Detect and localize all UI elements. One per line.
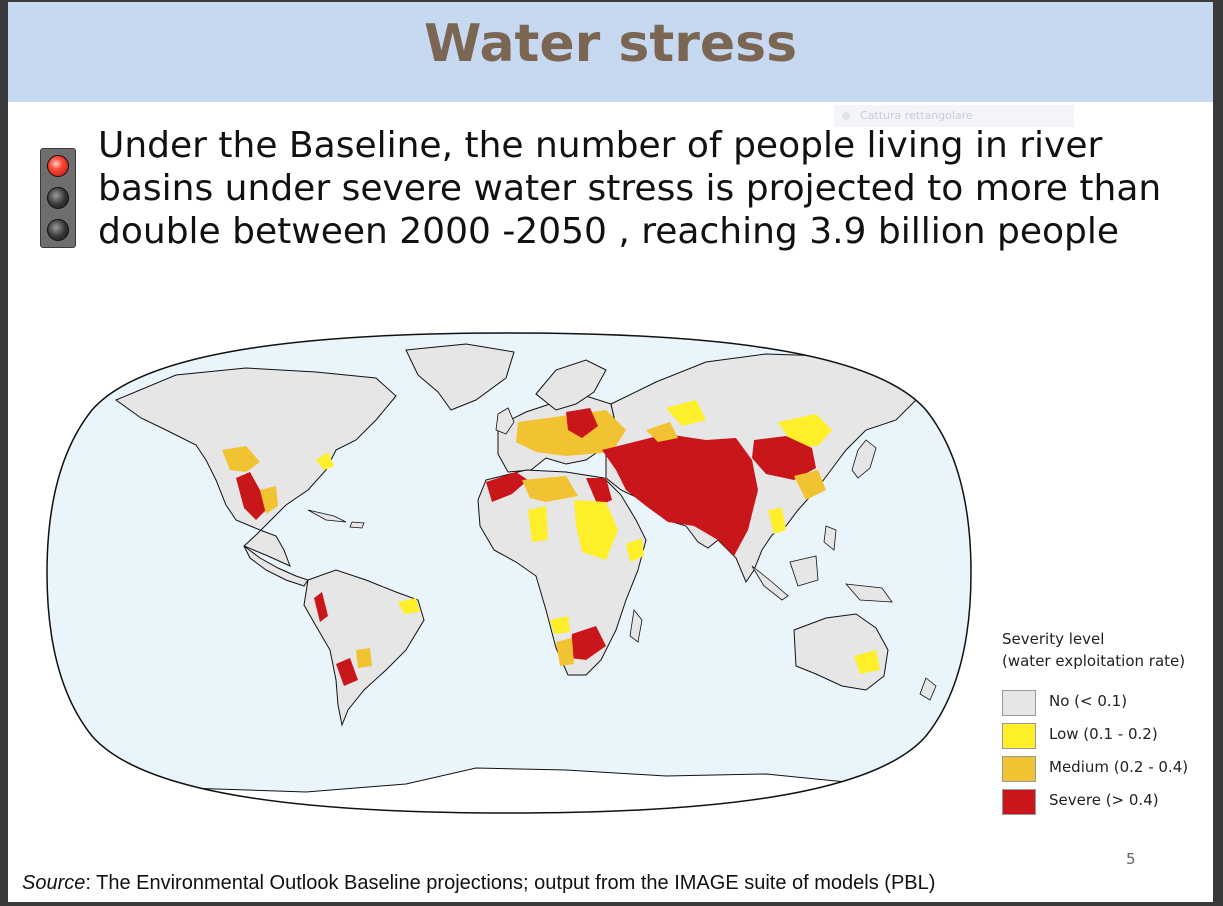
traffic-light-red-icon xyxy=(40,148,76,248)
stress-usa-east-low xyxy=(316,452,334,470)
cuba xyxy=(307,509,347,523)
stress-china-severe xyxy=(752,436,816,480)
central-america xyxy=(243,545,309,587)
slide: Water stress Cattura rettangolare Under … xyxy=(8,2,1213,902)
stress-south-africa-medium xyxy=(556,638,574,666)
stress-australia-low xyxy=(854,650,880,674)
stress-china-medium xyxy=(794,470,826,500)
stress-egypt-severe xyxy=(586,478,612,506)
stress-caspian-medium xyxy=(646,422,678,442)
title-bar: Water stress xyxy=(8,2,1213,102)
north-america xyxy=(114,367,397,567)
stress-europe-severe xyxy=(566,408,598,438)
legend-swatch-severe xyxy=(1002,789,1036,815)
legend-swatch-medium xyxy=(1002,756,1036,782)
scandinavia xyxy=(535,359,607,411)
capture-dot-icon xyxy=(842,112,850,120)
greenland xyxy=(405,343,515,411)
borneo xyxy=(789,555,819,587)
japan xyxy=(851,439,877,479)
legend-title-line1: Severity level xyxy=(1002,630,1105,648)
stress-sahel-low xyxy=(528,506,548,542)
legend-item-no: No (< 0.1) xyxy=(1002,690,1212,723)
stress-se-asia-low xyxy=(768,508,786,534)
legend-item-low: Low (0.1 - 0.2) xyxy=(1002,723,1212,756)
stress-europe-medium xyxy=(516,410,626,456)
source-prefix: Source xyxy=(22,872,86,894)
new-guinea xyxy=(845,583,893,603)
legend-label-low: Low (0.1 - 0.2) xyxy=(1049,725,1158,743)
philippines xyxy=(823,525,837,551)
page-number: 5 xyxy=(1126,850,1136,868)
sumatra xyxy=(751,565,789,601)
legend-title-line2: (water exploitation rate) xyxy=(1002,652,1186,670)
slide-title: Water stress xyxy=(423,14,798,74)
stress-argentina-medium xyxy=(356,648,372,668)
stress-somalia-low xyxy=(626,538,644,562)
source-note: Source: The Environmental Outlook Baseli… xyxy=(22,872,935,895)
green-lamp-icon xyxy=(47,219,69,241)
amber-lamp-icon xyxy=(47,187,69,209)
stress-middle-east-severe xyxy=(602,434,758,556)
stress-south-africa-severe xyxy=(570,626,606,660)
capture-hint-label: Cattura rettangolare xyxy=(860,109,973,122)
stress-argentina-severe xyxy=(336,658,358,686)
stress-peru-severe xyxy=(314,592,328,622)
legend-item-medium: Medium (0.2 - 0.4) xyxy=(1002,756,1212,789)
stress-sudan-low xyxy=(574,500,618,560)
map-border xyxy=(46,332,972,814)
stress-maghreb-severe xyxy=(486,472,528,502)
stress-mexico-medium xyxy=(260,486,278,514)
legend-swatch-low xyxy=(1002,723,1036,749)
uk xyxy=(495,407,515,435)
legend: Severity level (water exploitation rate)… xyxy=(1002,628,1212,822)
new-zealand xyxy=(919,677,937,701)
source-text: : The Environmental Outlook Baseline pro… xyxy=(85,872,936,894)
stress-brazil-low xyxy=(398,598,420,614)
stress-china-low xyxy=(778,414,832,446)
madagascar xyxy=(629,609,643,643)
legend-label-no: No (< 0.1) xyxy=(1049,692,1128,710)
legend-item-severe: Severe (> 0.4) xyxy=(1002,789,1212,822)
hispaniola xyxy=(349,521,365,529)
legend-label-medium: Medium (0.2 - 0.4) xyxy=(1049,758,1189,776)
stress-botswana-low xyxy=(550,616,570,634)
stress-usa-sw-severe xyxy=(236,472,266,520)
stress-kazakh-low xyxy=(666,400,706,426)
south-america xyxy=(303,569,425,727)
legend-label-severe: Severe (> 0.4) xyxy=(1049,791,1159,809)
world-map xyxy=(46,330,972,816)
stress-usa-west-medium xyxy=(222,446,260,472)
bullet-text: Under the Baseline, the number of people… xyxy=(98,125,1162,252)
legend-swatch-no xyxy=(1002,690,1036,716)
red-lamp-icon xyxy=(47,155,69,177)
capture-hint: Cattura rettangolare xyxy=(834,105,1074,127)
stress-libya-medium xyxy=(522,476,578,502)
